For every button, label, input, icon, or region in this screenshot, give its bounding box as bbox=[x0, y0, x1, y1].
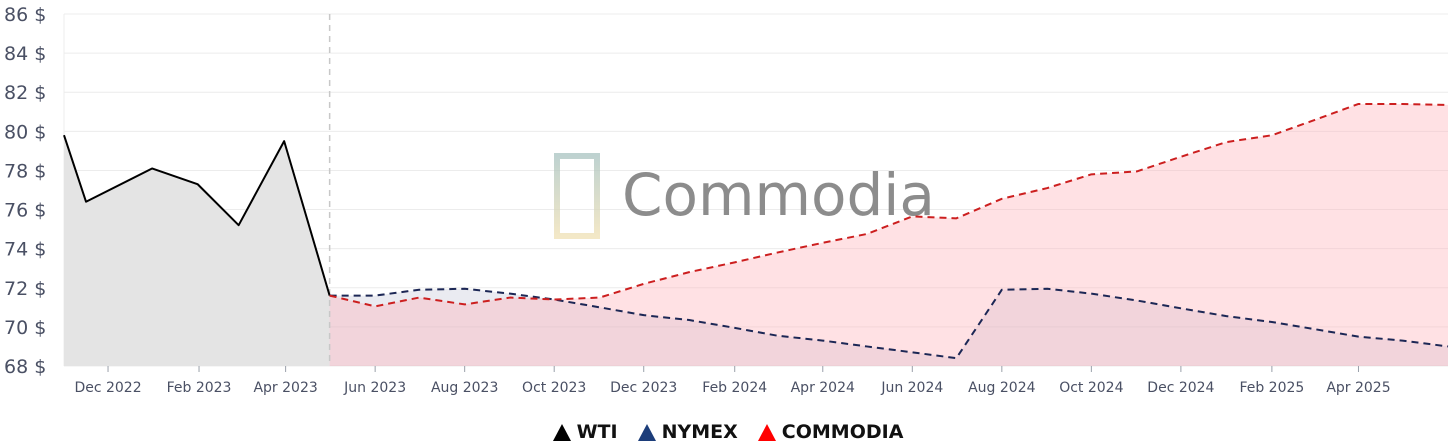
y-tick-label: 76 $ bbox=[4, 200, 46, 222]
series-lines bbox=[63, 102, 1449, 360]
y-tick-label: 68 $ bbox=[4, 356, 46, 378]
series-area-nymex bbox=[329, 288, 1449, 366]
y-tick-label: 84 $ bbox=[4, 43, 46, 65]
x-tick-label: Dec 2022 bbox=[74, 380, 141, 396]
x-tick-label: Aug 2024 bbox=[968, 380, 1036, 396]
x-tick-label: Oct 2024 bbox=[1059, 380, 1123, 396]
oil-price-chart: Commodia 68 $ 70 $ 72 $ 74 $ 76 $ 78 $ 80 $ 82 … bbox=[4, 4, 1449, 396]
x-tick-label: Feb 2025 bbox=[1239, 380, 1304, 396]
series-line-wti bbox=[63, 134, 331, 296]
y-tick-label: 72 $ bbox=[4, 278, 46, 300]
series-line-nymex bbox=[329, 287, 1449, 360]
x-tick-label: Apr 2025 bbox=[1326, 380, 1390, 396]
y-tick-label: 78 $ bbox=[4, 160, 46, 182]
commodia-logo-icon bbox=[554, 153, 600, 239]
legend-item-commodia[interactable]: COMMODIA bbox=[757, 421, 904, 443]
series-fills bbox=[64, 103, 1449, 366]
y-tick-label: 74 $ bbox=[4, 239, 46, 261]
legend-item-nymex[interactable]: NYMEX bbox=[637, 421, 738, 443]
y-tick-label: 70 $ bbox=[4, 317, 46, 339]
watermark-text: Commodia bbox=[622, 161, 935, 229]
x-tick-label: Feb 2024 bbox=[702, 380, 767, 396]
series-line-commodia bbox=[329, 102, 1449, 308]
x-axis: Dec 2022 Feb 2023 Apr 2023 Jun 2023 Aug 2023… bbox=[74, 366, 1391, 396]
triangle-icon bbox=[552, 423, 571, 441]
triangle-icon bbox=[637, 423, 656, 441]
y-tick-label: 86 $ bbox=[4, 4, 46, 26]
legend-label: WTI bbox=[576, 421, 618, 443]
triangle-icon bbox=[757, 423, 776, 441]
x-tick-label: Oct 2023 bbox=[522, 380, 586, 396]
x-tick-label: Jun 2023 bbox=[343, 380, 406, 396]
x-tick-label: Apr 2023 bbox=[253, 380, 317, 396]
series-area-wti bbox=[64, 135, 330, 366]
x-tick-label: Jun 2024 bbox=[880, 380, 943, 396]
x-tick-label: Aug 2023 bbox=[431, 380, 498, 396]
series-area-commodia bbox=[329, 103, 1449, 366]
x-tick-label: Feb 2023 bbox=[167, 380, 232, 396]
y-tick-label: 82 $ bbox=[4, 82, 46, 104]
y-axis: 68 $ 70 $ 72 $ 74 $ 76 $ 78 $ 80 $ 82 $ 84 $ 86 $ bbox=[4, 4, 46, 378]
legend-label: NYMEX bbox=[661, 421, 738, 443]
legend: WTI NYMEX COMMODIA bbox=[0, 417, 1456, 447]
x-tick-label: Dec 2023 bbox=[610, 380, 677, 396]
legend-label: COMMODIA bbox=[781, 421, 904, 443]
legend-item-wti[interactable]: WTI bbox=[552, 421, 618, 443]
y-tick-label: 80 $ bbox=[4, 121, 46, 143]
x-tick-label: Dec 2024 bbox=[1147, 380, 1214, 396]
x-tick-label: Apr 2024 bbox=[791, 380, 855, 396]
commodia-watermark: Commodia bbox=[554, 153, 935, 239]
